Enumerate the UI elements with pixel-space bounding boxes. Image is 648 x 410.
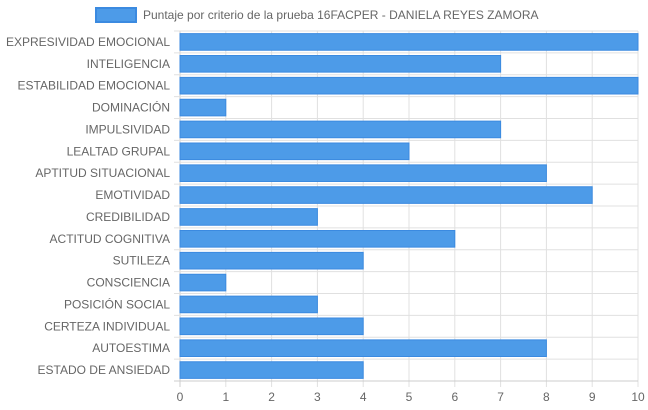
bar[interactable] — [179, 230, 456, 248]
category-label: LEALTAD GRUPAL — [67, 144, 171, 158]
x-tick-label: 6 — [451, 390, 458, 404]
bar[interactable] — [179, 186, 593, 204]
bar[interactable] — [179, 98, 227, 117]
category-label: CONSCIENCIA — [87, 276, 170, 290]
category-label: CREDIBILIDAD — [86, 210, 170, 224]
category-label: ACTITUD COGNITIVA — [50, 232, 170, 246]
bar[interactable] — [179, 251, 364, 270]
bar[interactable] — [179, 339, 547, 357]
bar[interactable] — [179, 208, 318, 226]
x-tick-label: 7 — [497, 390, 504, 404]
category-label: APTITUD SITUACIONAL — [35, 166, 170, 180]
bar[interactable] — [179, 76, 639, 95]
bar[interactable] — [179, 295, 318, 314]
category-label: CERTEZA INDIVIDUAL — [44, 319, 170, 333]
category-label: INTELIGENCIA — [87, 57, 170, 71]
bar[interactable] — [179, 55, 502, 73]
category-label: AUTOESTIMA — [92, 341, 170, 355]
chart-legend[interactable]: Puntaje por criterio de la prueba 16FACP… — [95, 7, 539, 23]
x-tick-label: 2 — [268, 390, 275, 404]
category-label: DOMINACIÓN — [92, 100, 170, 115]
bar[interactable] — [179, 142, 410, 161]
x-tick-label: 4 — [360, 390, 367, 404]
category-label: POSICIÓN SOCIAL — [64, 296, 170, 311]
x-tick-label: 1 — [222, 390, 229, 404]
category-label: EXPRESIVIDAD EMOCIONAL — [6, 35, 170, 49]
x-tick-label: 8 — [543, 390, 550, 404]
bar[interactable] — [179, 273, 227, 292]
bar[interactable] — [179, 361, 364, 379]
x-tick-label: 10 — [631, 390, 645, 404]
x-tick-label: 3 — [314, 390, 321, 404]
bar[interactable] — [179, 164, 547, 182]
bars — [179, 33, 639, 379]
bar[interactable] — [179, 33, 639, 51]
category-label: SUTILEZA — [113, 254, 170, 268]
category-label: EMOTIVIDAD — [95, 188, 170, 202]
legend-swatch — [95, 7, 137, 23]
legend-label: Puntaje por criterio de la prueba 16FACP… — [143, 8, 539, 22]
category-labels: EXPRESIVIDAD EMOCIONAL INTELIGENCIA ESTABI… — [6, 35, 170, 377]
bar[interactable] — [179, 317, 364, 336]
category-label: ESTADO DE ANSIEDAD — [38, 363, 171, 377]
x-tick-label: 5 — [406, 390, 413, 404]
x-axis-ticks: 0 1 2 3 4 5 6 7 8 9 10 — [177, 390, 645, 404]
category-label: IMPULSIVIDAD — [85, 122, 170, 136]
category-label: ESTABILIDAD EMOCIONAL — [18, 79, 171, 93]
x-tick-label: 0 — [177, 390, 184, 404]
bar[interactable] — [179, 120, 502, 139]
x-tick-label: 9 — [589, 390, 596, 404]
